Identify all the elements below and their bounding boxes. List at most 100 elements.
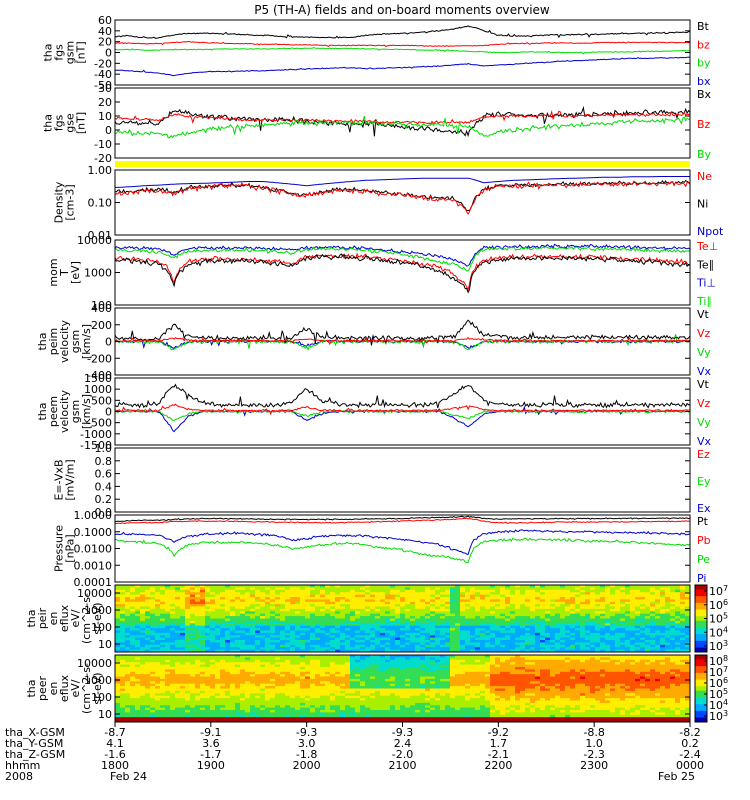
spectrogram-cell [555,589,561,593]
spectrogram-cell [240,690,246,694]
spectrogram-cell [215,676,221,680]
spectrogram-cell [140,594,146,598]
spectrogram-cell [325,597,331,600]
spectrogram-cell [595,630,601,634]
spectrogram-cell [600,599,606,603]
spectrogram-cell [630,628,636,631]
spectrogram-cell [540,628,546,631]
spectrogram-cell [450,620,456,624]
spectrogram-cell [380,589,386,593]
spectrogram-cell [430,630,436,634]
spectrogram-cell [490,613,496,617]
spectrogram-cell [365,717,371,721]
spectrogram-cell [220,649,226,653]
spectrogram-cell [650,647,656,651]
spectrogram-cell [410,597,416,600]
spectrogram-cell [470,601,476,605]
spectrogram-cell [300,613,306,617]
spectrogram-cell [315,608,321,612]
spectrogram-cell [260,642,266,646]
spectrogram-cell [235,671,241,675]
spectrogram-cell [385,623,391,627]
spectrogram-cell [175,674,181,677]
spectrogram-cell [205,613,211,617]
spectrogram-cell [635,599,641,603]
spectrogram-cell [280,649,286,653]
spectrogram-cell [175,681,181,685]
spectrogram-cell [230,599,236,603]
spectrogram-cell [290,659,296,663]
spectrogram-cell [375,669,381,673]
spectrogram-cell [260,601,266,605]
spectrogram-cell [430,592,436,596]
spectrogram-cell [205,714,211,718]
spectrogram-cell [155,628,161,631]
spectrogram-cell [495,623,501,627]
spectrogram-cell [490,630,496,634]
spectrogram-cell [190,637,196,641]
spectrogram-cell [420,597,426,600]
spectrogram-cell [145,608,151,612]
spectrogram-cell [265,587,271,591]
spectrogram-cell [355,705,361,709]
spectrogram-cell [430,601,436,605]
spectrogram-cell [365,628,371,631]
spectrogram-cell [480,620,486,624]
spectrogram-cell [470,604,476,607]
spectrogram-cell [270,587,276,591]
spectrogram-cell [225,686,231,689]
spectrogram-10 [115,655,691,723]
spectrogram-cell [610,625,616,629]
spectrogram-cell [295,686,301,689]
spectrogram-cell [245,655,251,658]
spectrogram-cell [180,683,186,687]
spectrogram-cell [170,695,176,699]
spectrogram-cell [165,644,171,648]
spectrogram-cell [340,632,346,636]
spectrogram-cell [245,606,251,610]
spectrogram-cell [255,705,261,709]
spectrogram-cell [120,719,126,723]
spectrogram-cell [185,640,191,643]
spectrogram-cell [420,620,426,624]
spectrogram-cell [150,611,156,615]
spectrogram-cell [385,611,391,615]
spectrogram-cell [375,611,381,615]
spectrogram-cell [250,635,256,639]
spectrogram-cell [515,611,521,615]
spectrogram-cell [260,676,266,680]
spectrogram-cell [330,717,336,721]
spectrogram-cell [365,710,371,713]
spectrogram-cell [525,608,531,612]
spectrogram-cell [280,717,286,721]
spectrogram-cell [170,640,176,643]
spectrogram-cell [265,592,271,596]
spectrogram-cell [365,594,371,598]
spectrogram-cell [565,601,571,605]
spectrogram-cell [500,632,506,636]
spectrogram-cell [335,698,341,701]
spectrogram-cell [475,618,481,622]
spectrogram-cell [435,592,441,596]
spectrogram-cell [160,644,166,648]
spectrogram-cell [675,620,681,624]
spectrogram-cell [255,659,261,663]
spectrogram-cell [150,698,156,701]
spectrogram-cell [140,698,146,701]
spectrogram-cell [245,625,251,629]
spectrogram-cell [480,599,486,603]
spectrogram-cell [245,599,251,603]
spectrogram-cell [585,618,591,622]
spectrogram-cell [490,640,496,643]
spectrogram-cell [365,649,371,653]
spectrogram-cell [205,657,211,661]
spectrogram-cell [275,674,281,677]
spectrogram-cell [195,698,201,701]
spectrogram-cell [620,618,626,622]
spectrogram-cell [440,616,446,619]
spectrogram-cell [235,712,241,716]
spectrogram-cell [615,623,621,627]
spectrogram-cell [560,618,566,622]
spectrogram-cell [595,606,601,610]
spectrogram-cell [505,625,511,629]
